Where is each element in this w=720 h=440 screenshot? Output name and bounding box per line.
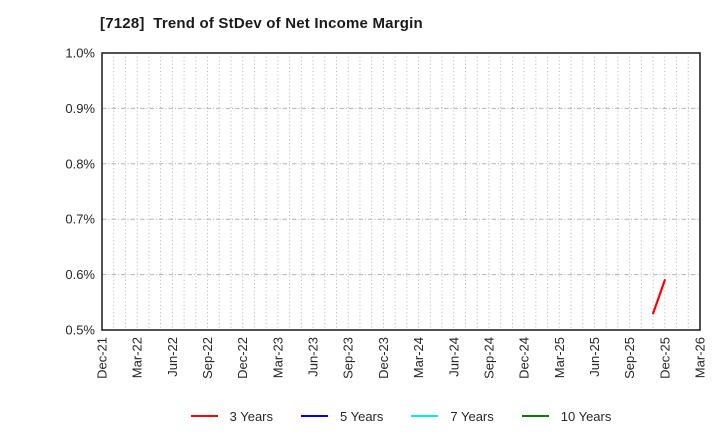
x-tick-label: Dec-24 [517,337,532,379]
x-tick-label: Dec-22 [235,337,250,379]
x-tick-label: Dec-21 [95,337,110,379]
legend-swatch-7-years-icon [411,414,439,418]
x-tick-label: Sep-23 [341,337,356,379]
legend: 3 Years 5 Years 7 Years 10 Years [102,406,700,426]
series-line-3-years [651,279,666,315]
legend-item-7-years: 7 Years [411,408,494,424]
x-tick-label: Jun-23 [306,337,321,377]
x-tick-label: Mar-24 [411,337,426,378]
x-tick-label: Jun-24 [446,337,461,377]
x-tick-label: Sep-25 [622,337,637,379]
legend-label-5-years: 5 Years [340,408,384,424]
x-tick-label: Dec-23 [376,337,391,379]
legend-swatch-5-years-icon [301,414,328,418]
legend-label-7-years: 7 Years [450,408,494,424]
x-tick-label: Mar-26 [693,337,708,378]
legend-swatch-3-years-icon [190,414,218,418]
x-tick-label: Mar-23 [270,337,285,378]
y-tick-label: 0.6% [65,267,95,282]
y-tick-label: 1.0% [65,46,95,61]
legend-label-10-years: 10 Years [560,408,612,424]
legend-item-3-years: 3 Years [190,408,273,424]
x-tick-label: Jun-22 [165,337,180,377]
x-tick-label: Mar-22 [130,337,145,378]
x-tick-label: Jun-25 [587,337,602,377]
legend-label-3-years: 3 Years [229,408,273,424]
y-tick-label: 0.7% [65,212,95,227]
plot-border [101,52,701,331]
legend-swatch-10-years-icon [521,414,549,418]
y-tick-label: 0.5% [65,323,95,338]
legend-item-5-years: 5 Years [301,410,383,423]
x-tick-label: Dec-25 [657,337,672,379]
y-tick-label: 0.9% [65,101,95,116]
x-tick-label: Sep-24 [481,337,496,379]
x-tick-label: Mar-25 [552,337,567,378]
legend-item-10-years: 10 Years [521,408,612,424]
x-tick-label: Sep-22 [200,337,215,379]
y-tick-label: 0.8% [65,156,95,171]
chart-title: [7128] Trend of StDev of Net Income Marg… [100,15,423,32]
